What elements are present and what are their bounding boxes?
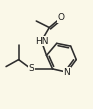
Text: HN: HN [35,37,48,46]
Text: O: O [57,13,64,22]
Text: N: N [64,68,70,77]
Text: S: S [28,64,34,73]
